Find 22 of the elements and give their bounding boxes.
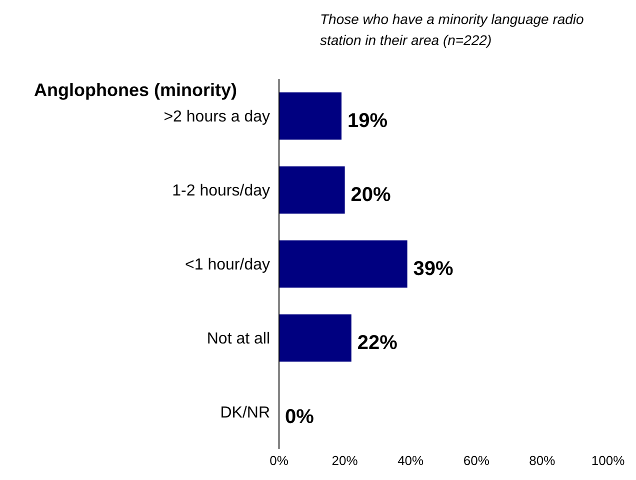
bar: [279, 314, 352, 362]
chart-title: Anglophones (minority): [34, 80, 237, 100]
bar: [279, 92, 342, 140]
bar: [279, 240, 408, 288]
x-tick-label: 40%: [398, 453, 424, 468]
x-tick-label: 20%: [332, 453, 358, 468]
data-label: 39%: [413, 258, 454, 280]
y-tick-label: <1 hour/day: [185, 256, 270, 274]
x-tick-label: 100%: [591, 453, 626, 468]
data-label: 0%: [285, 406, 314, 428]
y-tick-label: 1-2 hours/day: [172, 182, 270, 200]
x-tick-label: 60%: [463, 453, 490, 468]
x-tick-label: 0%: [270, 453, 289, 468]
chart-subtitle: Those who have a minority language radio station in their area (n=222): [320, 11, 584, 48]
y-tick-label: Not at all: [206, 330, 270, 348]
y-tick-label: DK/NR: [220, 404, 270, 422]
data-label: 22%: [357, 332, 398, 354]
y-tick-label: >2 hours a day: [164, 108, 270, 126]
data-label: 20%: [350, 184, 392, 206]
x-tick-label: 80%: [529, 453, 556, 468]
bar: [279, 166, 345, 214]
data-label: 19%: [348, 110, 388, 132]
